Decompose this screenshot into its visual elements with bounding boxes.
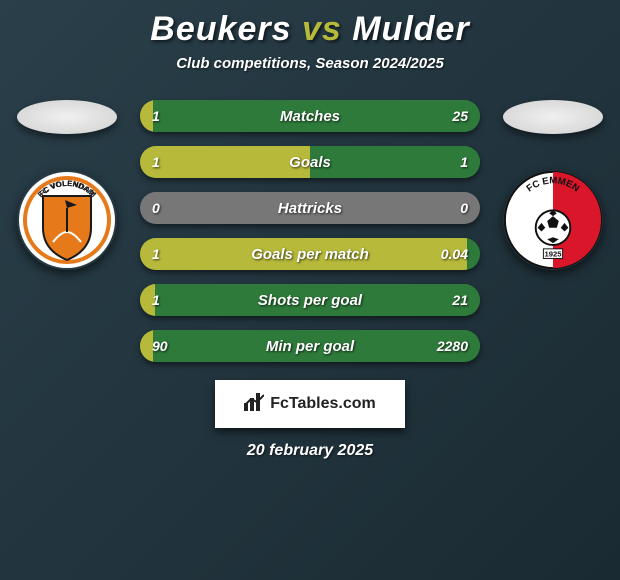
player1-name: Beukers <box>150 10 291 48</box>
bar-label: Goals <box>140 146 480 178</box>
stat-bars: 1 25 Matches 1 1 Goals 0 0 Hattricks 1 0… <box>140 100 480 362</box>
svg-text:1925: 1925 <box>544 250 562 259</box>
player2-avatar <box>503 100 603 134</box>
left-side: FC VOLENDAM FC VOLENDAM <box>12 100 122 270</box>
right-side: FC EMMEN 1925 <box>498 100 608 270</box>
stat-bar: 1 0.04 Goals per match <box>140 238 480 270</box>
subtitle: Club competitions, Season 2024/2025 <box>0 55 620 72</box>
player1-avatar <box>17 100 117 134</box>
team-right-crest: FC EMMEN 1925 <box>503 170 603 270</box>
team-left-crest: FC VOLENDAM FC VOLENDAM <box>17 170 117 270</box>
bar-label: Hattricks <box>140 192 480 224</box>
stat-bar: 90 2280 Min per goal <box>140 330 480 362</box>
content-row: FC VOLENDAM FC VOLENDAM 1 25 Matches 1 1… <box>0 100 620 362</box>
stat-bar: 1 21 Shots per goal <box>140 284 480 316</box>
bar-label: Min per goal <box>140 330 480 362</box>
source-badge: FcTables.com <box>215 380 405 428</box>
stat-bar: 1 1 Goals <box>140 146 480 178</box>
source-text: FcTables.com <box>270 395 376 413</box>
bar-label: Goals per match <box>140 238 480 270</box>
date-label: 20 february 2025 <box>0 442 620 460</box>
comparison-title: Beukers vs Mulder <box>0 10 620 49</box>
vs-label: vs <box>302 10 342 48</box>
comparison-card: Beukers vs Mulder Club competitions, Sea… <box>0 0 620 580</box>
player2-name: Mulder <box>352 10 469 48</box>
chart-icon <box>244 393 264 416</box>
bar-label: Shots per goal <box>140 284 480 316</box>
stat-bar: 0 0 Hattricks <box>140 192 480 224</box>
stat-bar: 1 25 Matches <box>140 100 480 132</box>
bar-label: Matches <box>140 100 480 132</box>
